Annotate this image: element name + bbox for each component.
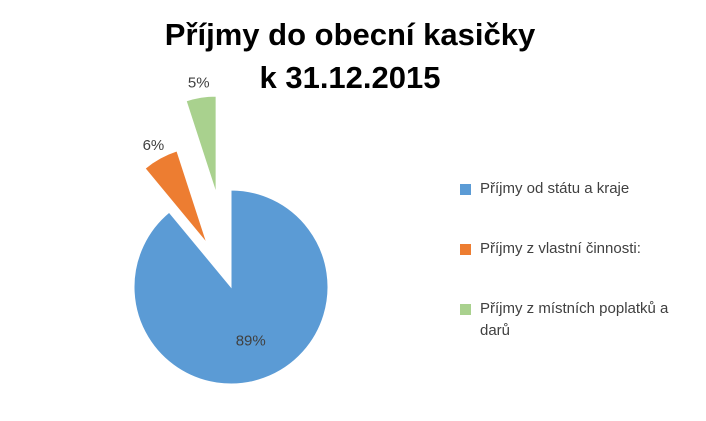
pie-slice [144,150,208,244]
legend-item: Příjmy z vlastní činnosti: [460,238,695,260]
pie-slice [185,95,217,194]
legend-item: Příjmy z místních poplatků a darů [460,298,695,342]
legend-swatch [460,184,471,195]
legend-swatch [460,244,471,255]
legend-label: Příjmy z vlastní činnosti: [480,240,641,257]
chart-title: Příjmy do obecní kasičky [165,17,536,52]
legend-label: Příjmy od státu a kraje [480,180,630,197]
data-label: 6% [143,137,165,154]
data-label: 89% [236,333,266,350]
legend-swatch [460,304,471,315]
legend-item: Příjmy od státu a kraje [460,178,695,200]
legend: Příjmy od státu a kraje Příjmy z vlastní … [460,178,700,380]
pie-slice [133,189,329,385]
chart-title: k 31.12.2015 [259,60,440,95]
data-label: 5% [188,75,210,92]
legend-label: Příjmy z místních poplatků a darů [480,300,669,339]
